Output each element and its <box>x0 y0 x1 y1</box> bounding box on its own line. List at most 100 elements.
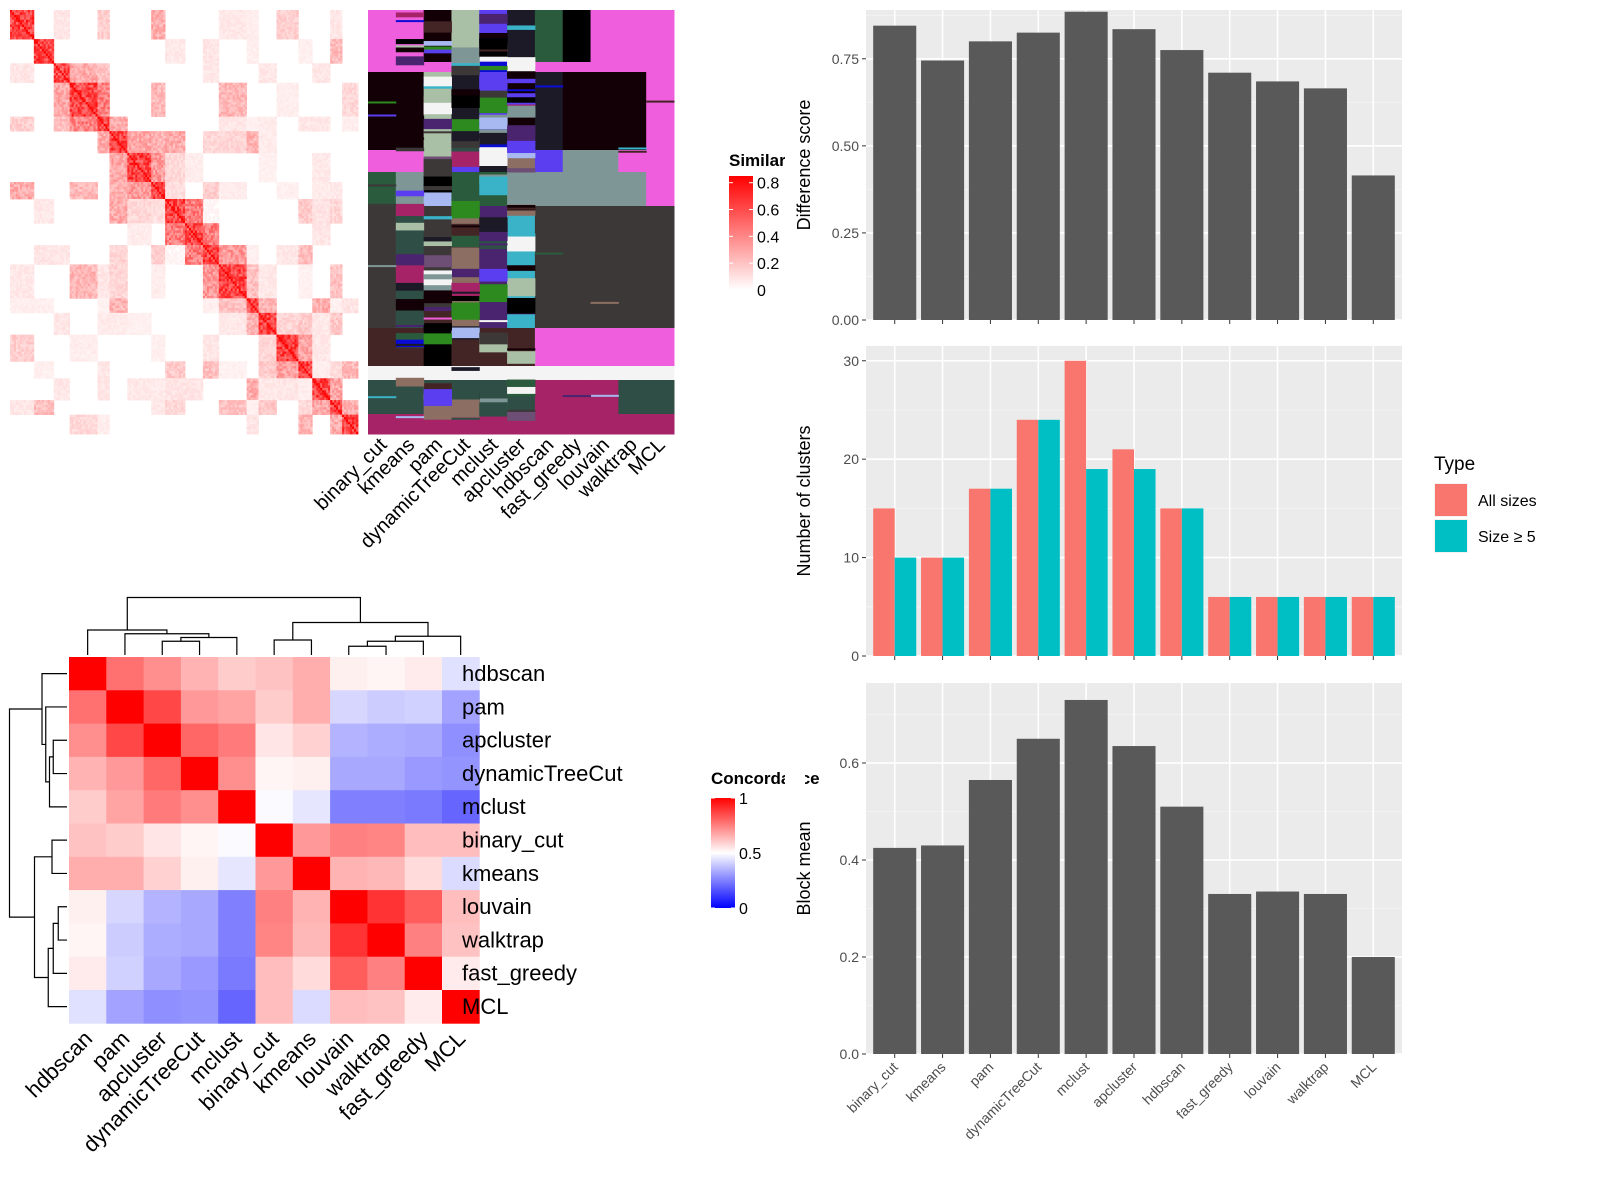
similarity-cell <box>302 53 305 57</box>
similarity-cell <box>169 48 172 52</box>
similarity-cell <box>298 53 301 57</box>
similarity-cell <box>183 46 186 50</box>
similarity-cell <box>107 82 110 86</box>
similarity-cell <box>334 43 337 47</box>
similarity-cell <box>228 24 232 28</box>
similarity-cell <box>256 12 259 16</box>
similarity-cell <box>296 12 299 16</box>
similarity-cell <box>332 17 335 21</box>
similarity-cell <box>165 39 168 42</box>
similarity-cell <box>282 12 285 16</box>
similarity-cell <box>218 26 222 30</box>
similarity-cell <box>238 19 242 23</box>
similarity-cell <box>175 60 178 64</box>
similarity-cell <box>270 63 273 67</box>
similarity-cell <box>248 60 252 64</box>
similarity-cell <box>206 58 210 62</box>
similarity-cell <box>89 63 92 67</box>
similarity-cell <box>39 48 43 52</box>
similarity-cell <box>61 36 65 40</box>
similarity-cell <box>99 34 102 38</box>
similarity-cell <box>97 29 100 33</box>
similarity-cell <box>274 179 277 183</box>
similarity-cell <box>167 43 170 47</box>
similarity-cell <box>21 34 25 38</box>
similarity-cell <box>53 10 57 13</box>
similarity-cell <box>300 58 303 62</box>
similarity-cell <box>248 10 252 13</box>
similarity-cell <box>294 29 297 33</box>
similarity-cell <box>15 10 19 13</box>
similarity-cell <box>202 51 206 55</box>
similarity-cell <box>294 12 297 16</box>
similarity-cell <box>222 24 226 28</box>
similarity-cell <box>242 12 246 16</box>
similarity-cell <box>218 19 222 23</box>
similarity-cell <box>163 14 166 18</box>
similarity-cell <box>95 68 98 71</box>
similarity-cell <box>238 31 242 35</box>
similarity-cell <box>292 10 295 13</box>
similarity-cell <box>65 17 69 21</box>
similarity-cell <box>43 58 47 62</box>
similarity-cell <box>93 68 96 71</box>
similarity-cell <box>163 10 166 13</box>
similarity-cell <box>53 22 57 25</box>
similarity-cell <box>254 36 257 40</box>
similarity-cell <box>250 10 254 13</box>
similarity-cell <box>308 46 311 50</box>
similarity-cell <box>330 53 333 57</box>
similarity-cell <box>274 145 277 149</box>
similarity-cell <box>286 22 289 25</box>
similarity-cell <box>238 29 242 33</box>
similarity-cell <box>274 165 277 168</box>
similarity-cell <box>23 31 27 35</box>
similarity-cell <box>244 22 248 25</box>
similarity-cell <box>17 36 21 40</box>
similarity-cell <box>81 68 84 71</box>
similarity-cell <box>65 14 69 18</box>
similarity-cell <box>246 46 250 50</box>
similarity-cell <box>181 48 184 52</box>
similarity-cell <box>336 48 339 52</box>
similarity-cell <box>87 63 90 67</box>
similarity-cell <box>274 68 277 71</box>
similarity-cell <box>11 19 15 23</box>
similarity-cell <box>103 26 106 30</box>
similarity-cell <box>151 17 154 21</box>
similarity-cell <box>328 63 331 67</box>
similarity-cell <box>276 17 279 21</box>
similarity-cell <box>157 26 160 30</box>
similarity-cell <box>294 17 297 21</box>
similarity-cell <box>212 63 216 67</box>
similarity-cell <box>224 26 228 30</box>
similarity-cell <box>274 150 277 154</box>
similarity-cell <box>274 157 277 161</box>
similarity-cell <box>238 12 242 16</box>
similarity-cell <box>169 51 172 55</box>
similarity-cell <box>53 63 57 67</box>
similarity-cell <box>300 43 303 47</box>
similarity-cell <box>23 26 27 30</box>
similarity-cell <box>334 46 337 50</box>
similarity-cell <box>234 12 238 16</box>
similarity-cell <box>41 58 45 62</box>
similarity-cell <box>280 12 283 16</box>
similarity-cell <box>332 31 335 35</box>
similarity-cell <box>37 51 41 55</box>
similarity-cell <box>254 14 257 18</box>
similarity-cell <box>222 17 226 21</box>
similarity-cell <box>248 29 252 33</box>
similarity-cell <box>254 26 257 30</box>
similarity-cell <box>328 123 331 127</box>
similarity-cell <box>93 63 96 67</box>
similarity-cell <box>53 34 57 38</box>
similarity-cell <box>105 14 108 18</box>
similarity-cell <box>254 29 257 33</box>
similarity-cell <box>31 17 35 21</box>
similarity-cell <box>51 46 55 50</box>
similarity-cell <box>242 26 246 30</box>
similarity-cell <box>151 12 154 16</box>
similarity-cell <box>334 22 337 25</box>
similarity-cell <box>300 41 303 45</box>
